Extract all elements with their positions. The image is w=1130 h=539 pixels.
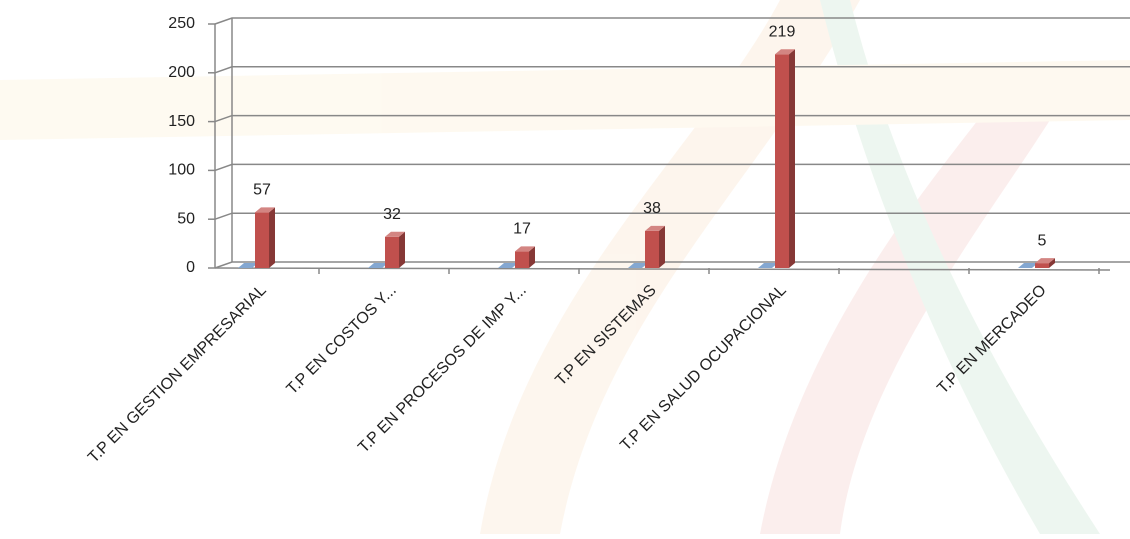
grid-line <box>214 66 1130 74</box>
bar-top <box>775 49 795 55</box>
bar-front <box>385 236 399 268</box>
bar <box>238 263 258 268</box>
bar-side <box>269 207 275 268</box>
bar-top <box>758 263 778 268</box>
x-tick-label: T.P EN GESTION EMPRESARIAL <box>85 282 270 467</box>
bar-top <box>255 207 275 213</box>
bar <box>498 263 518 268</box>
bar-side <box>789 49 795 269</box>
bar-side <box>659 225 665 268</box>
data-label: 57 <box>253 182 271 199</box>
bar-side <box>1049 258 1055 268</box>
y-tick-label: 250 <box>168 15 195 32</box>
x-tick-label: T.P EN COSTOS Y... <box>284 282 400 398</box>
data-label: 32 <box>383 206 401 223</box>
bar <box>775 49 795 269</box>
bar <box>628 263 648 268</box>
bar-top <box>385 231 405 237</box>
bar-top <box>645 225 665 231</box>
bar <box>1018 263 1038 268</box>
bar-top <box>368 263 388 268</box>
grid-line <box>214 212 1130 220</box>
data-label: 38 <box>643 200 661 217</box>
bar <box>368 263 388 268</box>
bar-front <box>515 251 529 268</box>
bar <box>645 225 665 268</box>
bar-top <box>238 263 258 268</box>
grid-line <box>214 17 1130 25</box>
bar-top <box>1018 263 1038 268</box>
data-label: 17 <box>513 221 531 238</box>
bar-front <box>1035 263 1049 268</box>
bar-front <box>775 54 789 269</box>
bar-front <box>645 230 659 268</box>
y-tick-label: 150 <box>168 113 195 130</box>
bar-top <box>1035 258 1055 264</box>
bar-top <box>515 246 535 252</box>
bar-top <box>498 263 518 268</box>
grid-line <box>214 114 1130 123</box>
axis-line <box>214 267 1111 271</box>
bar-top <box>628 263 648 268</box>
bar-side <box>529 246 535 268</box>
bar <box>385 231 405 268</box>
bar <box>1035 258 1055 268</box>
data-label: 5 <box>1038 232 1047 249</box>
data-label: 219 <box>769 23 796 40</box>
y-tick-label: 50 <box>177 210 195 227</box>
grid-line <box>214 163 1130 172</box>
bar <box>255 207 275 268</box>
bar <box>758 263 778 268</box>
bar-front <box>255 212 269 268</box>
y-tick-label: 100 <box>168 162 195 179</box>
y-tick-label: 0 <box>186 259 195 276</box>
bar <box>515 246 535 268</box>
bar-side <box>399 231 405 268</box>
grid-line <box>214 261 1130 269</box>
y-tick-label: 200 <box>168 64 195 81</box>
